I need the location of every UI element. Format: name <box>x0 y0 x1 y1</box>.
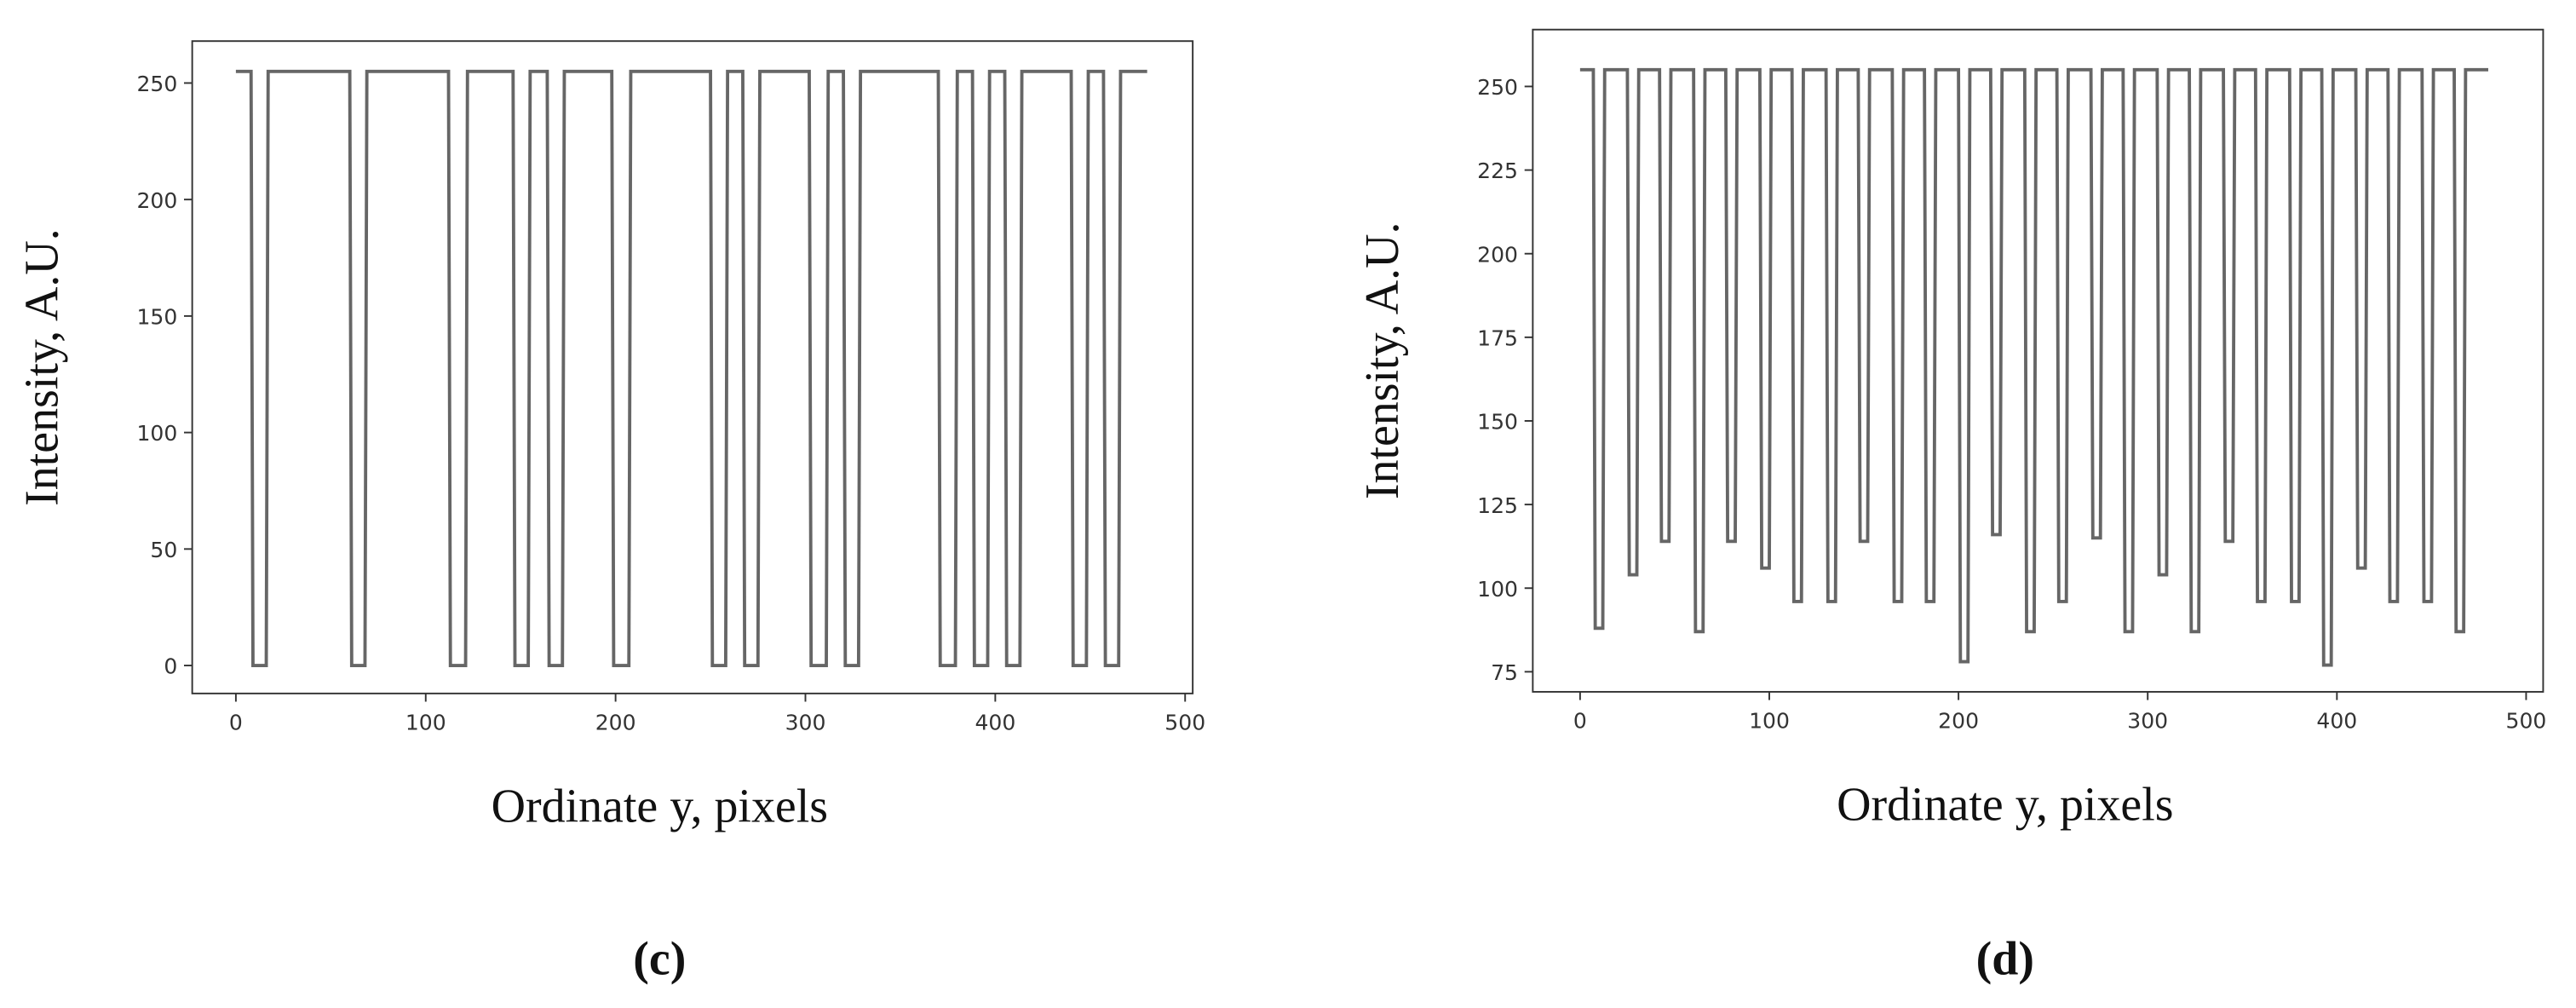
x-tick-label: 100 <box>1749 708 1790 733</box>
y-axis-label: Intensity, A.U. <box>1356 222 1409 500</box>
data-line <box>1579 67 2489 667</box>
y-tick-label: 150 <box>136 305 177 330</box>
x-tick-label: 0 <box>1573 708 1587 733</box>
y-tick-label: 0 <box>164 654 177 679</box>
axes-frame <box>1532 28 2544 693</box>
y-tick-label: 75 <box>1491 660 1518 685</box>
y-tick-label: 225 <box>1477 158 1518 183</box>
x-tick-label: 500 <box>1164 710 1205 734</box>
data-line <box>235 69 1147 667</box>
y-tick-label: 100 <box>1477 577 1518 602</box>
x-tick-label: 0 <box>229 710 243 734</box>
caption: (d) <box>1976 933 2034 986</box>
y-tick-label: 50 <box>150 538 177 562</box>
y-tick-label: 200 <box>1477 242 1518 267</box>
x-tick-label: 200 <box>1938 708 1979 733</box>
caption: (c) <box>633 933 686 986</box>
y-tick-label: 125 <box>1477 493 1518 518</box>
y-tick-label: 175 <box>1477 325 1518 350</box>
x-axis-label: Ordinate y, pixels <box>492 780 828 832</box>
x-tick-label: 300 <box>2127 708 2168 733</box>
x-tick-label: 200 <box>595 710 636 734</box>
axes-frame <box>191 40 1194 694</box>
y-axis-label: Intensity, A.U. <box>16 228 69 506</box>
x-tick-label: 100 <box>405 710 446 734</box>
y-tick-label: 150 <box>1477 410 1518 435</box>
y-tick-label: 250 <box>136 72 177 96</box>
y-tick-label: 100 <box>136 421 177 446</box>
y-tick-label: 250 <box>1477 75 1518 100</box>
x-axis-label: Ordinate y, pixels <box>1837 778 2173 831</box>
x-tick-label: 400 <box>2316 708 2357 733</box>
x-tick-label: 500 <box>2506 708 2547 733</box>
y-tick-label: 200 <box>136 188 177 213</box>
x-tick-label: 300 <box>785 710 826 734</box>
x-tick-label: 400 <box>975 710 1015 734</box>
